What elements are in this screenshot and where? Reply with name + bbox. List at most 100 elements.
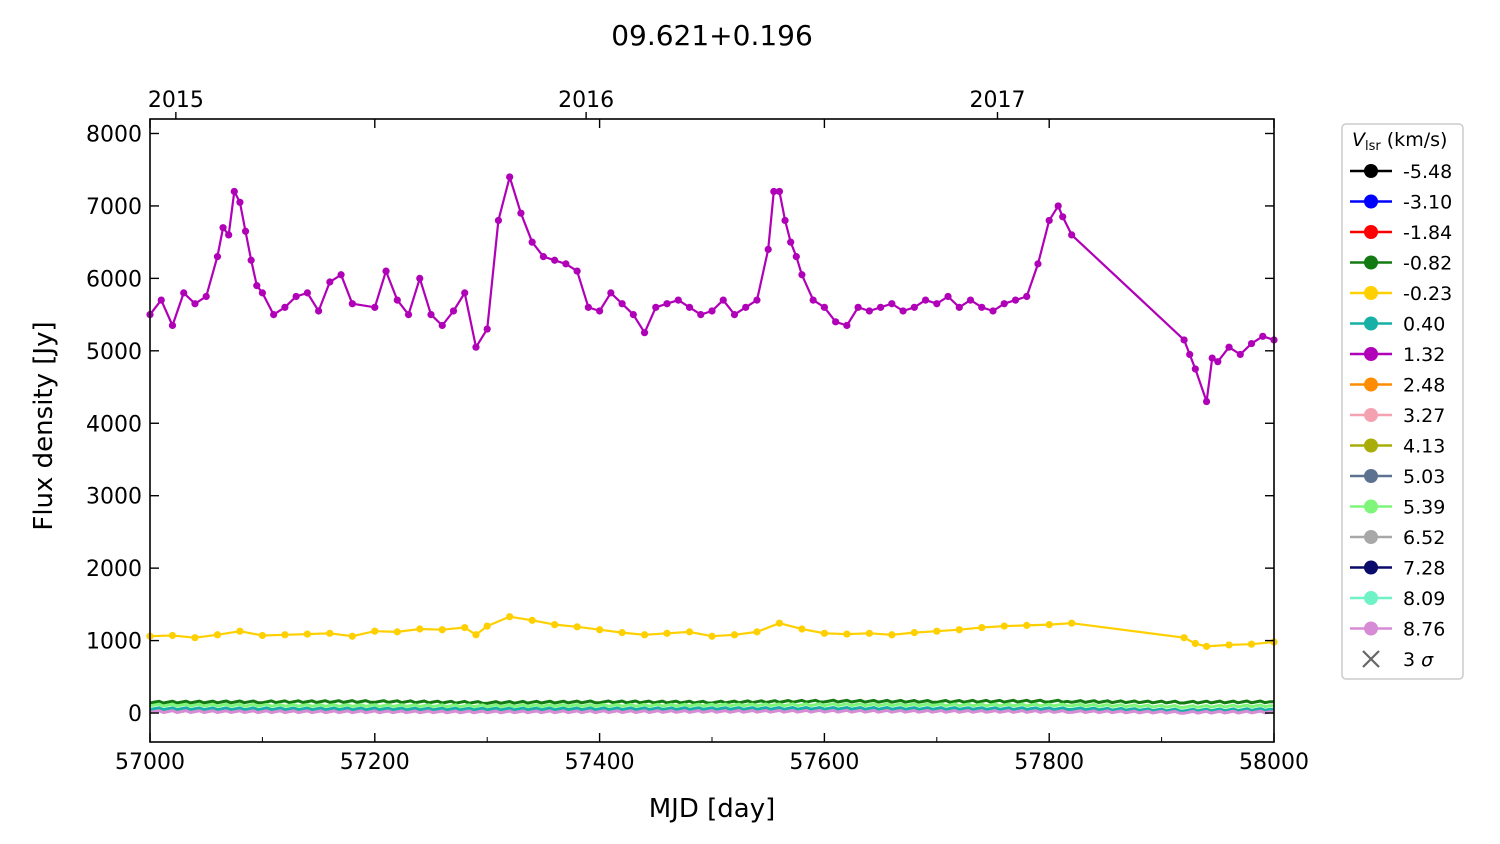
data-point	[1068, 619, 1076, 627]
data-point	[472, 631, 480, 639]
legend-label: 6.52	[1403, 527, 1445, 549]
data-point	[809, 296, 817, 304]
y-tick-label: 6000	[86, 267, 142, 292]
legend-label: 7.28	[1403, 558, 1445, 580]
axes: 57000 57200 57400 57600 57800 58000 0 1000 2000 3…	[86, 88, 1309, 775]
data-point	[230, 187, 238, 196]
year-label: 2017	[969, 88, 1025, 113]
data-point	[1045, 621, 1053, 629]
legend-entry: -1.84	[1350, 222, 1452, 244]
data-point	[506, 613, 514, 621]
data-point	[1059, 213, 1067, 221]
legend-entry: 5.03	[1350, 466, 1445, 488]
data-point	[551, 621, 559, 629]
x-tick-label: 57400	[565, 750, 635, 775]
data-point	[877, 303, 885, 311]
data-point	[910, 303, 918, 311]
data-point	[798, 625, 806, 633]
data-point	[618, 300, 626, 308]
data-point	[393, 628, 401, 636]
data-point	[640, 631, 649, 639]
data-point	[618, 629, 626, 637]
data-point	[348, 632, 356, 640]
legend-entry: 8.76	[1350, 619, 1445, 641]
data-point	[1045, 216, 1053, 225]
legend-entry-sigma: 3 σ	[1362, 649, 1434, 671]
legend-label: -0.82	[1403, 253, 1452, 275]
data-point	[944, 292, 952, 301]
legend-entry: -0.82	[1350, 253, 1452, 275]
data-point	[191, 634, 199, 642]
x-tick-label: 57600	[789, 750, 859, 775]
data-point	[1202, 642, 1211, 650]
data-point	[854, 303, 862, 311]
data-point	[483, 325, 491, 333]
y-tick-label: 1000	[86, 630, 142, 655]
data-point	[787, 238, 795, 246]
series-line	[149, 706, 1274, 713]
data-point	[989, 307, 997, 315]
data-point	[219, 224, 227, 232]
legend-label: -1.84	[1403, 222, 1452, 244]
data-point	[236, 198, 244, 206]
legend-entry: 4.13	[1350, 436, 1445, 458]
data-point	[708, 632, 716, 640]
data-point	[1000, 622, 1008, 630]
data-point	[180, 289, 188, 297]
data-point	[1011, 296, 1020, 304]
data-point	[629, 310, 637, 319]
data-point	[573, 623, 581, 631]
data-point	[753, 628, 761, 636]
data-point	[258, 631, 266, 640]
data-point	[685, 303, 694, 311]
legend-marker	[1364, 225, 1378, 239]
data-point	[820, 303, 829, 311]
data-point	[449, 307, 458, 315]
y-tick-label: 0	[128, 702, 142, 727]
y-tick-label: 8000	[86, 122, 142, 147]
data-point	[461, 623, 469, 632]
legend-marker	[1364, 408, 1378, 422]
data-point	[910, 629, 918, 637]
year-label: 2016	[558, 88, 614, 113]
legend-marker	[1364, 286, 1378, 300]
data-point	[528, 616, 536, 624]
data-point	[798, 271, 806, 279]
data-point	[978, 623, 986, 632]
data-point	[438, 626, 446, 634]
y-tick-label: 3000	[86, 485, 142, 510]
legend-marker	[1364, 316, 1378, 331]
chart-title: 09.621+0.196	[611, 19, 813, 52]
data-point	[966, 296, 975, 304]
data-point	[157, 296, 165, 304]
legend-label: 1.32	[1403, 344, 1445, 366]
data-point	[1214, 358, 1222, 366]
data-point	[1054, 202, 1062, 210]
legend-marker	[1364, 255, 1378, 270]
x-tick-label: 57200	[340, 750, 410, 775]
legend-marker	[1364, 377, 1378, 392]
data-point	[168, 321, 177, 330]
legend-label: 8.76	[1403, 619, 1445, 641]
data-point	[584, 303, 592, 311]
y-tick-label: 7000	[86, 195, 142, 220]
data-point	[253, 282, 261, 290]
data-point	[1225, 343, 1233, 351]
data-point	[1191, 639, 1199, 648]
data-point	[865, 629, 873, 637]
data-point	[202, 292, 210, 301]
data-point	[281, 303, 289, 311]
data-point	[281, 631, 289, 639]
data-point	[303, 289, 311, 297]
legend-label: 5.39	[1403, 497, 1445, 519]
data-point	[326, 629, 334, 637]
data-point	[483, 622, 491, 630]
data-point	[191, 300, 199, 308]
data-point	[865, 307, 873, 315]
data-point	[258, 289, 266, 297]
x-tick-label: 57800	[1014, 750, 1084, 775]
data-point	[730, 310, 739, 319]
series-line	[149, 702, 1274, 709]
data-point	[921, 296, 930, 304]
legend-marker	[1364, 438, 1378, 453]
